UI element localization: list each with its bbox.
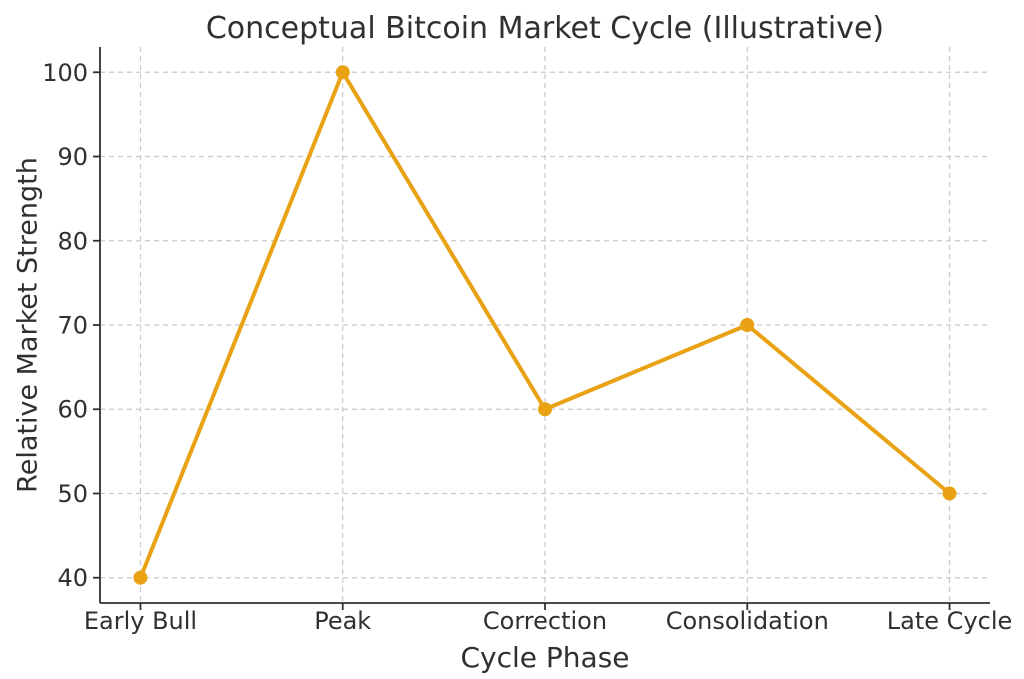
x-tick-label: Late Cycle: [887, 607, 1012, 635]
data-point: [133, 570, 148, 585]
x-tick-label: Peak: [314, 607, 371, 635]
data-point: [335, 65, 350, 80]
grid-lines: [100, 47, 990, 603]
data-point: [538, 402, 552, 417]
data-point: [942, 486, 957, 501]
y-tick-label: 40: [57, 564, 88, 592]
x-tick-label: Early Bull: [84, 607, 197, 635]
y-tick-label: 80: [57, 227, 88, 255]
x-tick-label: Consolidation: [666, 607, 829, 635]
axes: [93, 47, 990, 610]
x-tick-label: Correction: [483, 607, 607, 635]
y-tick-label: 50: [57, 480, 88, 508]
y-tick-label: 90: [57, 143, 88, 171]
y-tick-label: 100: [42, 59, 88, 87]
y-tick-label: 60: [57, 396, 88, 424]
tick-labels: Early Bull Peak Correction Consolidation Lat…: [42, 59, 1012, 635]
data-series: [133, 65, 957, 585]
data-point: [740, 318, 755, 332]
chart-title: Conceptual Bitcoin Market Cycle (Illustr…: [206, 11, 884, 46]
x-axis-label: Cycle Phase: [460, 641, 629, 674]
y-axis-label: Relative Market Strength: [13, 157, 44, 493]
y-tick-label: 70: [57, 312, 88, 340]
